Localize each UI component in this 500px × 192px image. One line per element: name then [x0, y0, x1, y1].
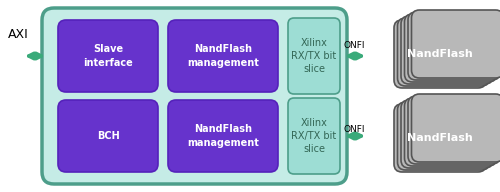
FancyBboxPatch shape	[408, 12, 500, 80]
FancyBboxPatch shape	[42, 8, 347, 184]
FancyBboxPatch shape	[168, 100, 278, 172]
Text: Slave
interface: Slave interface	[83, 44, 133, 68]
FancyBboxPatch shape	[401, 100, 493, 168]
FancyBboxPatch shape	[412, 10, 500, 78]
Text: NandFlash
management: NandFlash management	[187, 44, 259, 68]
Text: ONFI: ONFI	[344, 41, 366, 50]
Text: NandFlash: NandFlash	[407, 49, 473, 59]
FancyBboxPatch shape	[398, 18, 490, 86]
FancyBboxPatch shape	[394, 104, 486, 172]
FancyBboxPatch shape	[58, 100, 158, 172]
FancyBboxPatch shape	[412, 94, 500, 162]
FancyBboxPatch shape	[401, 16, 493, 84]
FancyBboxPatch shape	[288, 98, 340, 174]
FancyBboxPatch shape	[408, 96, 500, 164]
Text: NandFlash
management: NandFlash management	[187, 124, 259, 148]
FancyBboxPatch shape	[404, 98, 496, 166]
FancyBboxPatch shape	[404, 14, 496, 82]
FancyBboxPatch shape	[398, 102, 490, 170]
FancyBboxPatch shape	[168, 20, 278, 92]
Text: AXI: AXI	[8, 27, 29, 41]
FancyBboxPatch shape	[394, 20, 486, 88]
Text: ONFI: ONFI	[344, 126, 366, 135]
Text: NandFlash: NandFlash	[407, 133, 473, 143]
FancyBboxPatch shape	[288, 18, 340, 94]
FancyBboxPatch shape	[58, 20, 158, 92]
Text: Xilinx
RX/TX bit
slice: Xilinx RX/TX bit slice	[292, 38, 337, 74]
Text: Xilinx
RX/TX bit
slice: Xilinx RX/TX bit slice	[292, 118, 337, 154]
Text: BCH: BCH	[96, 131, 120, 141]
